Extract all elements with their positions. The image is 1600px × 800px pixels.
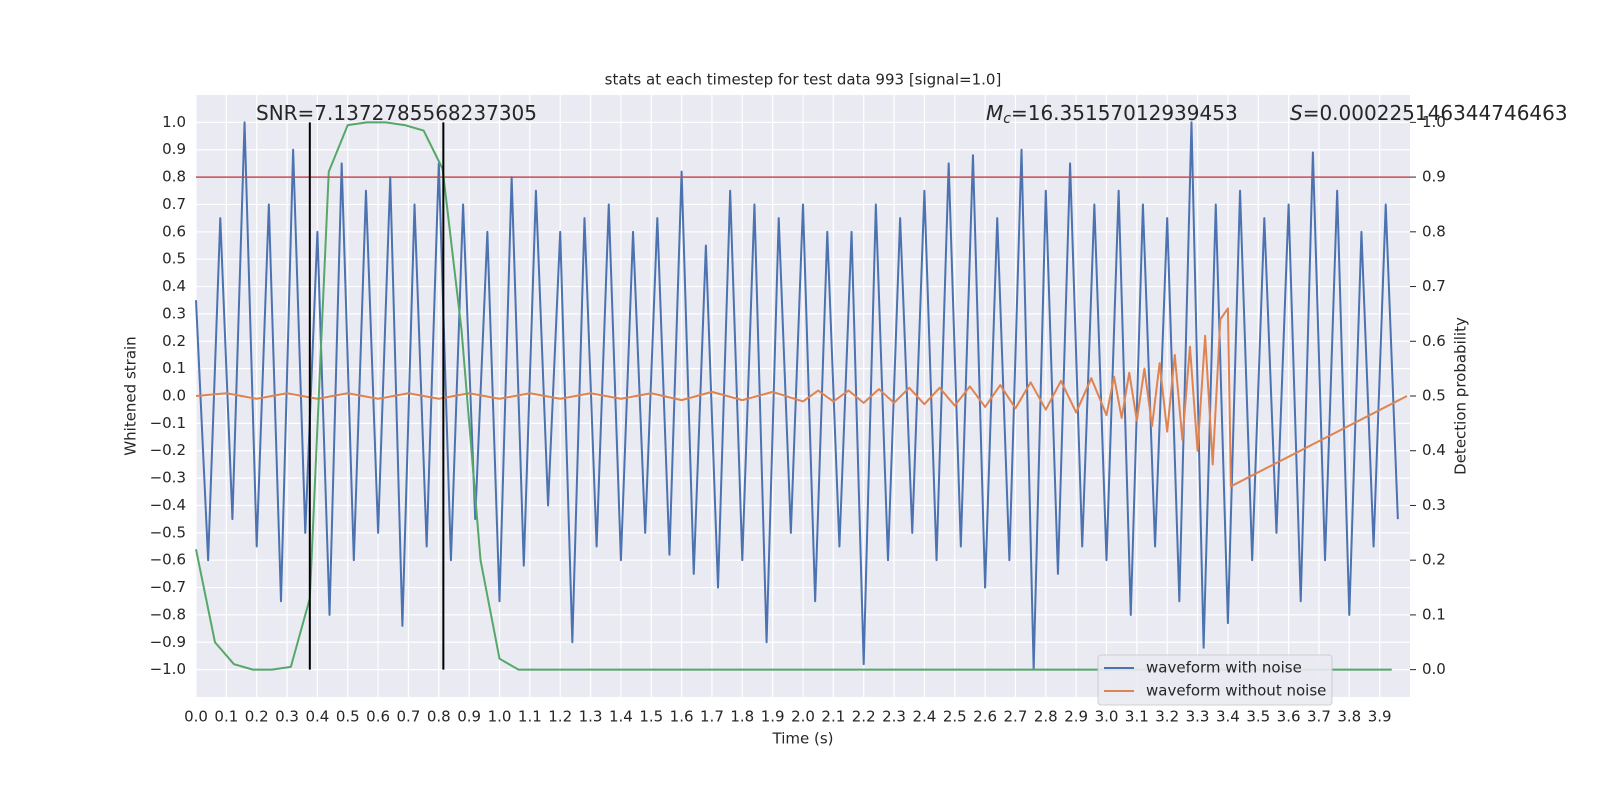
y-tick-label: 0.8 <box>162 168 186 186</box>
y2-tick-label: 0.6 <box>1422 332 1446 350</box>
x-tick-label: 3.1 <box>1125 708 1149 726</box>
x-tick-label: 3.6 <box>1277 708 1301 726</box>
y-tick-label: −0.9 <box>150 633 186 651</box>
x-tick-label: 2.6 <box>973 708 997 726</box>
annotation-text: =16.35157012939453 <box>1011 101 1238 125</box>
x-tick-label: 3.3 <box>1186 708 1210 726</box>
x-tick-label: 2.1 <box>821 708 845 726</box>
y-tick-label: −0.4 <box>150 496 186 514</box>
x-tick-label: 0.6 <box>366 708 390 726</box>
x-tick-label: 0.1 <box>214 708 238 726</box>
y-tick-label: −0.2 <box>150 441 186 459</box>
x-tick-label: 0.9 <box>457 708 481 726</box>
y-tick-label: 0.9 <box>162 140 186 158</box>
annotation-symbol: S <box>1290 101 1303 125</box>
y-tick-label: 0.2 <box>162 332 186 350</box>
y-tick-label: 0.6 <box>162 222 186 240</box>
x-tick-label: 2.3 <box>882 708 906 726</box>
series-line <box>195 307 1408 488</box>
legend-label: waveform with noise <box>1146 659 1302 677</box>
x-tick-label: 0.7 <box>397 708 421 726</box>
x-tick-label: 0.8 <box>427 708 451 726</box>
chart-title: stats at each timestep for test data 993… <box>605 71 1002 89</box>
x-tick-label: 1.6 <box>670 708 694 726</box>
x-tick-label: 2.2 <box>852 708 876 726</box>
y-tick-label: 1.0 <box>162 113 186 131</box>
x-tick-label: 3.7 <box>1307 708 1331 726</box>
y2-tick-label: 0.7 <box>1422 277 1446 295</box>
x-tick-label: 2.7 <box>1004 708 1028 726</box>
x-tick-label: 0.4 <box>305 708 329 726</box>
x-tick-label: 1.7 <box>700 708 724 726</box>
x-tick-label: 1.5 <box>639 708 663 726</box>
annotation-subscript: c <box>1003 111 1011 127</box>
y-tick-label: −0.6 <box>150 551 186 569</box>
legend-label: waveform without noise <box>1146 682 1326 700</box>
x-tick-label: 1.9 <box>761 708 785 726</box>
y2-axis-label: Detection probability <box>1452 317 1470 475</box>
y2-tick-label: 0.9 <box>1422 168 1446 186</box>
y-tick-label: −0.8 <box>150 605 186 623</box>
x-tick-label: 0.2 <box>245 708 269 726</box>
x-tick-label: 1.2 <box>548 708 572 726</box>
series-line <box>195 121 1399 671</box>
annotation-text: =0.000225146344746463 <box>1303 101 1568 125</box>
y2-tick-label: 0.4 <box>1422 441 1446 459</box>
y2-tick-label: 0.3 <box>1422 496 1446 514</box>
series-line <box>195 121 1392 671</box>
y-tick-label: 0.5 <box>162 250 186 268</box>
y-tick-label: −1.0 <box>150 660 186 678</box>
y-tick-label: 0.7 <box>162 195 186 213</box>
legend-box <box>1097 654 1333 706</box>
y-tick-label: 0.3 <box>162 304 186 322</box>
x-tick-label: 3.9 <box>1368 708 1392 726</box>
x-tick-label: 2.9 <box>1064 708 1088 726</box>
y-tick-label: −0.3 <box>150 469 186 487</box>
x-tick-label: 1.4 <box>609 708 633 726</box>
x-tick-label: 1.1 <box>518 708 542 726</box>
y2-tick-label: 0.1 <box>1422 605 1446 623</box>
y2-tick-label: 0.5 <box>1422 387 1446 405</box>
x-tick-label: 3.0 <box>1095 708 1119 726</box>
y-tick-label: −0.5 <box>150 523 186 541</box>
y-axis-label: Whitened strain <box>122 336 140 455</box>
y2-tick-label: 1.0 <box>1422 113 1446 131</box>
annotation: S=0.000225146344746463 <box>1290 101 1568 125</box>
annotation: SNR=7.1372785568237305 <box>256 101 537 125</box>
y2-tick-label: 0.0 <box>1422 660 1446 678</box>
x-tick-label: 2.0 <box>791 708 815 726</box>
x-axis-label: Time (s) <box>772 730 834 748</box>
x-tick-label: 3.8 <box>1337 708 1361 726</box>
x-tick-label: 2.8 <box>1034 708 1058 726</box>
y2-tick-label: 0.8 <box>1422 222 1446 240</box>
x-tick-label: 1.8 <box>730 708 754 726</box>
x-tick-label: 0.3 <box>275 708 299 726</box>
y-tick-label: −0.1 <box>150 414 186 432</box>
x-tick-label: 2.5 <box>943 708 967 726</box>
x-tick-label: 3.2 <box>1155 708 1179 726</box>
y2-tick-label: 0.2 <box>1422 551 1446 569</box>
x-tick-label: 2.4 <box>912 708 936 726</box>
x-tick-label: 0.0 <box>184 708 208 726</box>
y-tick-label: 0.0 <box>162 387 186 405</box>
annotation-text: SNR=7.1372785568237305 <box>256 101 537 125</box>
x-tick-label: 1.0 <box>488 708 512 726</box>
x-tick-label: 0.5 <box>336 708 360 726</box>
annotation: Mc=16.35157012939453 <box>986 101 1238 128</box>
y-tick-label: 0.1 <box>162 359 186 377</box>
x-tick-label: 3.5 <box>1246 708 1270 726</box>
x-tick-label: 3.4 <box>1216 708 1240 726</box>
annotation-symbol: M <box>986 101 1003 125</box>
x-tick-label: 1.3 <box>579 708 603 726</box>
y-tick-label: 0.4 <box>162 277 186 295</box>
y-tick-label: −0.7 <box>150 578 186 596</box>
